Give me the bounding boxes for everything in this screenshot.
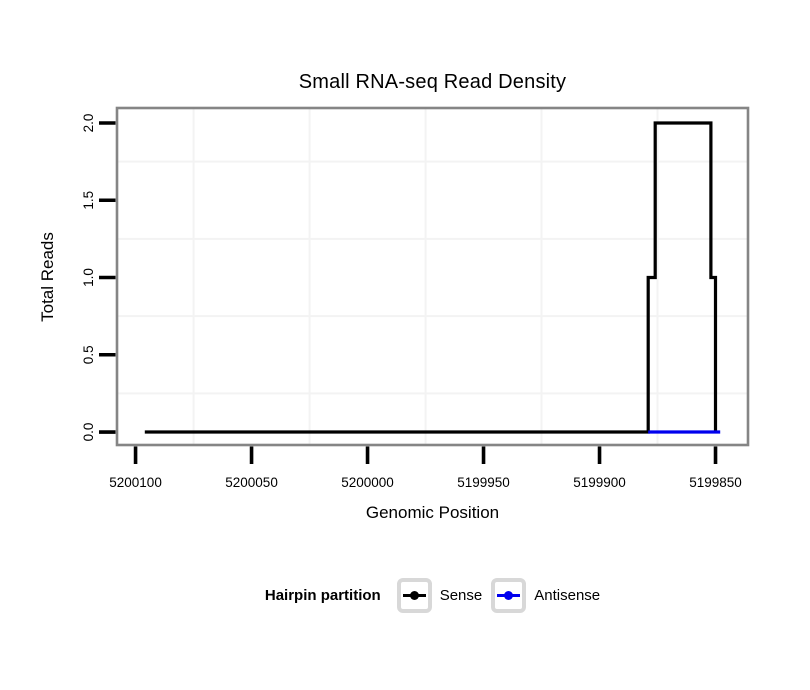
plot-area: 5200100 5200050 5200000 5199950 5199900 51998…	[38, 106, 750, 490]
y-tick-label: 2.0	[81, 114, 96, 133]
y-tick-label: 0.0	[81, 423, 96, 442]
plot-border	[115, 106, 750, 447]
legend-label-sense: Sense	[439, 587, 483, 604]
y-axis-title: Total Reads	[38, 232, 57, 322]
antisense-line-key-icon	[491, 578, 527, 613]
data-series	[144, 121, 721, 434]
x-tick-label: 5199850	[689, 475, 742, 490]
gridlines	[117, 108, 748, 445]
x-tick-label: 5200000	[341, 475, 394, 490]
chart-title: Small RNA-seq Read Density	[298, 71, 567, 93]
y-tick-label: 1.0	[81, 268, 96, 287]
legend: Hairpin partition Sense Antisense	[117, 577, 748, 614]
y-tick-label: 1.5	[81, 191, 96, 210]
x-tick-label: 5200050	[225, 475, 278, 490]
x-tick-label: 5199950	[457, 475, 510, 490]
x-tick-label: 5199900	[573, 475, 626, 490]
legend-item-antisense: Antisense	[491, 578, 600, 613]
axis-ticks	[99, 121, 718, 464]
y-tick-label: 0.5	[81, 345, 96, 364]
series-line-sense	[144, 121, 718, 434]
panel-border	[115, 106, 750, 447]
sense-key-dot	[409, 591, 419, 600]
antisense-key-dot	[504, 591, 514, 600]
legend-title: Hairpin partition	[264, 587, 381, 604]
legend-label-antisense: Antisense	[534, 587, 601, 604]
legend-item-sense: Sense	[396, 578, 483, 613]
sense-line-key-icon	[396, 578, 432, 613]
axis-tick-labels: 5200100 5200050 5200000 5199950 5199900 51998…	[81, 114, 742, 490]
x-axis-title: Genomic Position	[365, 503, 500, 522]
x-tick-label: 5200100	[109, 475, 162, 490]
